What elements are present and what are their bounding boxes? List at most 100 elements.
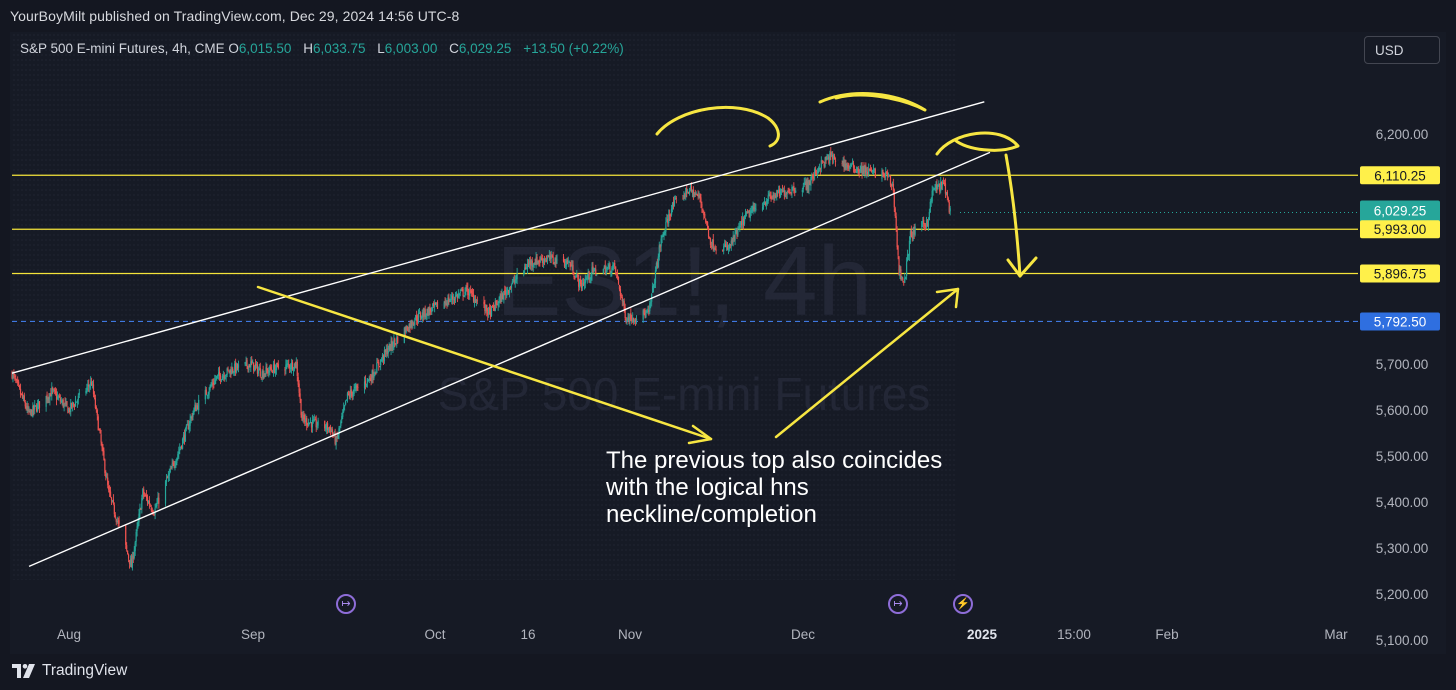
currency-button[interactable]: USD: [1364, 36, 1440, 64]
candle-body: [802, 186, 804, 190]
candle-body: [288, 364, 290, 366]
candle-body: [61, 400, 63, 403]
dividend-icon[interactable]: ↦: [336, 594, 356, 614]
candle-body: [493, 306, 495, 311]
candle-body: [574, 277, 576, 279]
candle-body: [328, 427, 331, 429]
candle-body: [316, 426, 318, 428]
candle-body: [621, 297, 623, 302]
candle-body: [72, 403, 75, 405]
candle-body: [682, 198, 684, 200]
candle-body: [248, 364, 250, 370]
price-tick-label: 5,200.00: [1376, 587, 1429, 602]
candle-body: [246, 359, 248, 367]
candle-body: [901, 276, 903, 279]
annotation-line-2: with the logical hns: [606, 474, 809, 501]
candle-body: [507, 290, 510, 294]
candle-body: [754, 208, 756, 210]
candle-body: [643, 310, 645, 315]
plot-area[interactable]: [10, 32, 1446, 654]
tradingview-logo[interactable]: TradingView: [12, 660, 127, 682]
candle-body: [434, 302, 436, 307]
candle-body: [494, 301, 496, 311]
history-dot-pattern: [13, 34, 955, 580]
candle-body: [93, 394, 96, 398]
candle-body: [136, 526, 138, 532]
candle-body: [133, 550, 135, 558]
candle-body: [936, 183, 938, 191]
symbol-watermark: ES1!, 4h S&P 500 E-mini Futures: [438, 226, 931, 420]
candle-body: [50, 393, 52, 397]
candle-body: [263, 374, 265, 379]
candle-body: [860, 165, 862, 172]
candle-body: [612, 264, 614, 269]
candle-body: [167, 474, 169, 479]
candle-body: [308, 422, 310, 427]
candle-body: [648, 309, 650, 312]
candle-body: [27, 405, 29, 411]
legend-high-value: 6,033.75: [312, 41, 366, 56]
candle-body: [924, 224, 927, 228]
candle-body: [789, 192, 791, 194]
candle-body: [284, 369, 286, 371]
candle-body: [948, 202, 950, 213]
candle-body: [164, 481, 167, 504]
candle-body: [712, 239, 714, 250]
candle-body: [743, 218, 745, 226]
candle-body: [275, 363, 278, 370]
candle-body: [949, 208, 951, 212]
candle-body: [822, 161, 824, 163]
candle-body: [417, 313, 420, 321]
candle-body: [140, 508, 142, 510]
candle-body: [694, 192, 696, 195]
candle-body: [626, 320, 628, 323]
price-tick-label: 5,400.00: [1376, 495, 1429, 510]
candle-body: [503, 291, 505, 301]
candle-body: [869, 168, 871, 170]
price-tick-label: 5,600.00: [1376, 403, 1429, 418]
candle-body: [500, 294, 502, 303]
candle-body: [355, 385, 357, 389]
candle-body: [779, 189, 781, 197]
candle-body: [251, 360, 253, 364]
candle-body: [942, 182, 945, 184]
candle-body: [670, 208, 673, 215]
candle-body: [225, 374, 227, 377]
time-axis[interactable]: Aug Sep Oct 16 Nov Dec 2025 15:00 Feb Mar: [57, 627, 1348, 642]
candle-body: [97, 416, 99, 431]
candle-body: [803, 183, 805, 185]
candle-body: [108, 485, 110, 490]
candle-body: [710, 246, 712, 248]
candle-body: [791, 187, 793, 193]
candle-body: [222, 375, 224, 377]
candle-body: [455, 294, 458, 296]
candle-body: [257, 369, 259, 374]
candle-body: [467, 287, 469, 296]
price-axis[interactable]: 5,100.00 5,200.00 5,300.00 5,400.00 5,500.00…: [1376, 127, 1429, 648]
candle-body: [933, 188, 935, 190]
candle-body: [339, 426, 341, 428]
candle-body: [792, 186, 794, 188]
candle-body: [139, 508, 141, 514]
candle-body: [685, 187, 687, 198]
candle-body: [363, 381, 366, 389]
candle-body: [294, 362, 296, 368]
candle-body: [63, 403, 65, 408]
candle-body: [832, 154, 834, 160]
lightning-icon[interactable]: ⚡: [953, 594, 973, 614]
head-arc-right: [935, 131, 1020, 156]
candle-body: [929, 201, 931, 212]
candle-body: [86, 387, 88, 391]
candle-body: [36, 406, 38, 412]
candle-body: [844, 163, 846, 169]
candle-body: [833, 156, 836, 160]
candle-body: [536, 256, 538, 265]
candle-body: [347, 393, 350, 395]
candle-body: [581, 283, 584, 288]
candle-body: [562, 256, 565, 262]
dividend-icon[interactable]: ↦: [888, 594, 908, 614]
candle-body: [384, 349, 386, 352]
candle-body: [666, 219, 668, 222]
candle-body: [416, 315, 418, 321]
